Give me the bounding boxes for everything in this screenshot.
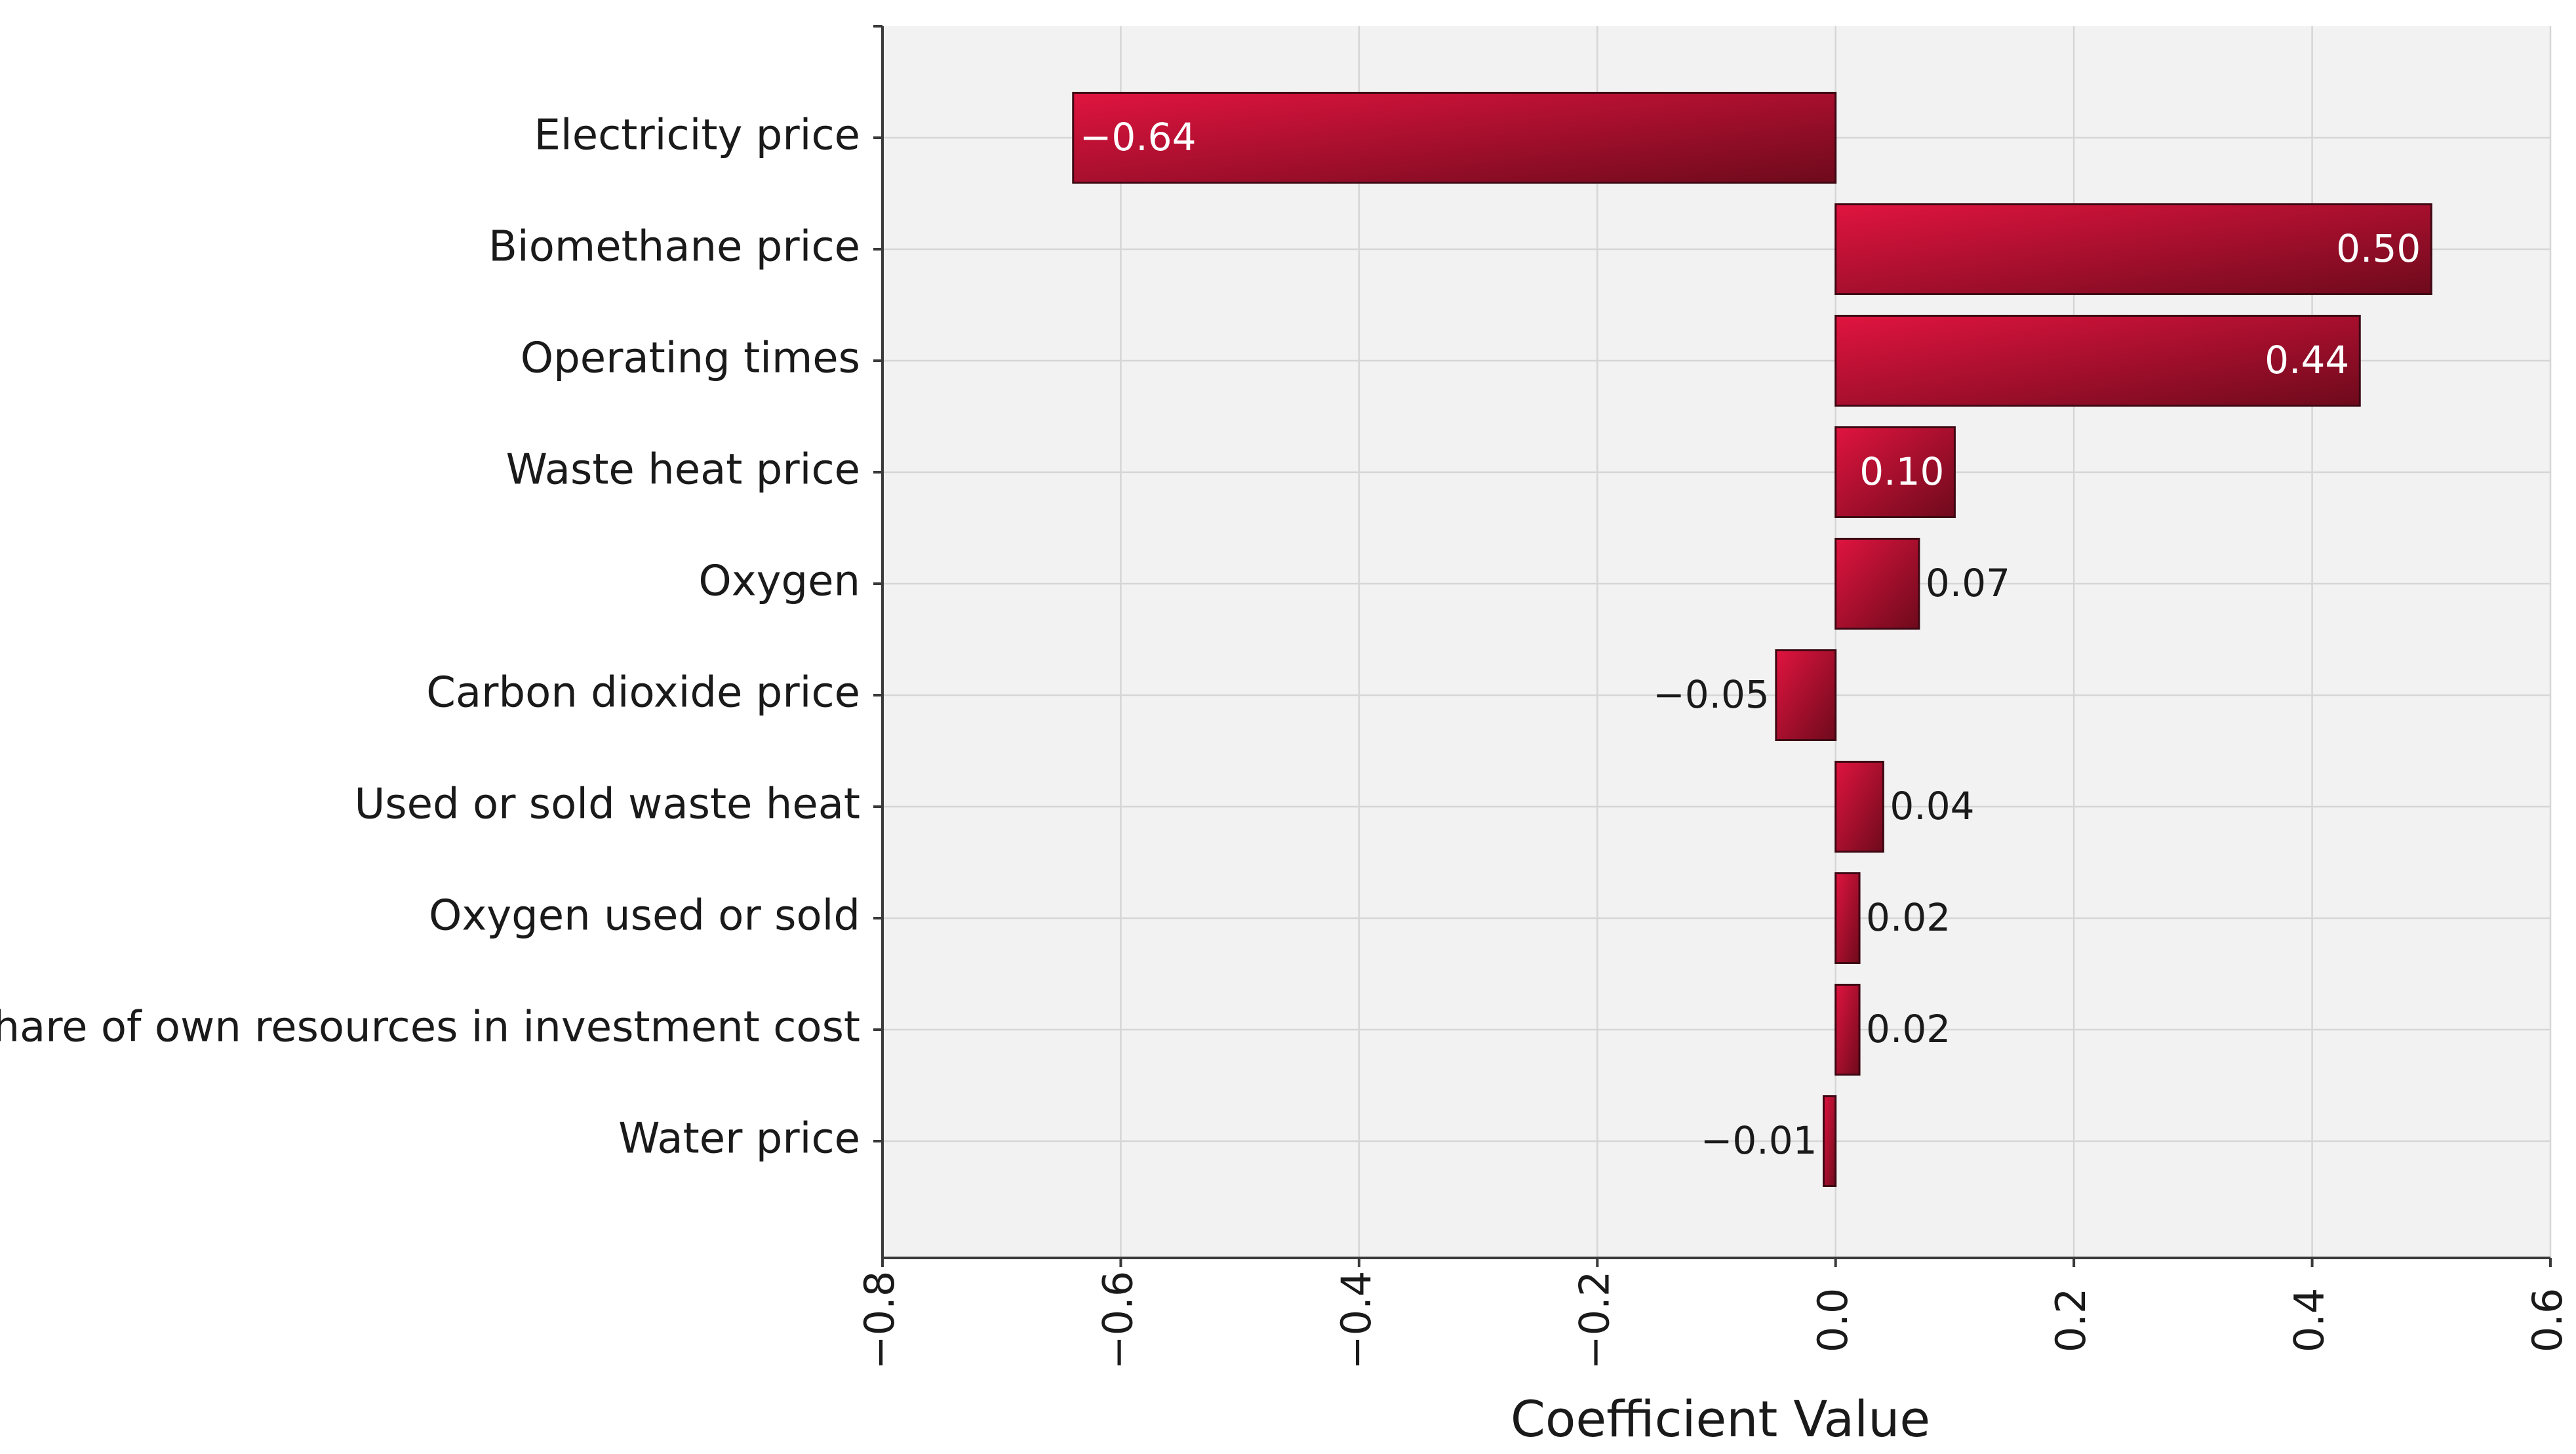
bar <box>1834 426 1956 518</box>
bar <box>1823 1095 1837 1187</box>
x-tick-label: 0.4 <box>2286 1288 2333 1353</box>
x-tick-label: −0.2 <box>1570 1271 1618 1370</box>
category-labels: Electricity price Biomethane price Operati… <box>0 111 860 1163</box>
category-label: Operating times <box>521 334 860 383</box>
category-label: Oxygen used or sold <box>429 892 860 940</box>
value-label: −0.05 <box>1653 672 1770 717</box>
category-label: Electricity price <box>534 111 860 160</box>
category-label: Oxygen <box>698 557 860 606</box>
x-tick-label: −0.4 <box>1332 1271 1380 1370</box>
category-label: Biomethane price <box>488 223 860 272</box>
x-tick-label: 0.0 <box>1809 1288 1857 1353</box>
x-axis-title: Coefficient Value <box>1511 1390 1930 1448</box>
x-tick-label: −0.6 <box>1094 1271 1142 1370</box>
value-label: 0.07 <box>1926 561 2010 605</box>
value-label: 0.02 <box>1866 1007 1951 1051</box>
category-label: Water price <box>618 1115 860 1163</box>
bar <box>1834 538 1920 630</box>
bar <box>1834 203 2432 295</box>
value-labels: −0.64 0.50 0.44 0.10 0.07 −0.05 0.04 0.02 0.02 −0… <box>1080 115 2421 1163</box>
category-label: Used or sold waste heat <box>354 780 860 829</box>
x-tick-label: 0.6 <box>2524 1288 2571 1353</box>
bar <box>1072 92 1837 184</box>
category-label: Waste heat price <box>506 446 860 495</box>
value-label: −0.01 <box>1701 1118 1817 1163</box>
x-tick-label: −0.8 <box>856 1271 903 1370</box>
bar <box>1834 872 1861 964</box>
axes <box>873 25 2552 1267</box>
bars <box>1072 92 2432 1187</box>
bar <box>1834 315 2361 407</box>
value-label: 0.50 <box>2336 226 2421 271</box>
bar <box>1834 761 1884 853</box>
value-label: 0.04 <box>1890 784 1974 828</box>
bar <box>1775 649 1837 741</box>
value-label: −0.64 <box>1080 115 1197 159</box>
x-tick-label: 0.2 <box>2047 1288 2095 1353</box>
category-label: Share of own resources in investment cos… <box>0 1003 860 1052</box>
value-label: 0.10 <box>1859 449 1944 494</box>
category-label: Carbon dioxide price <box>426 669 860 717</box>
value-label: 0.02 <box>1866 895 1951 940</box>
x-tick-labels: −0.8 −0.6 −0.4 −0.2 0.0 0.2 0.4 0.6 <box>856 1271 2571 1370</box>
bar <box>1834 984 1861 1076</box>
value-label: 0.44 <box>2265 338 2349 382</box>
